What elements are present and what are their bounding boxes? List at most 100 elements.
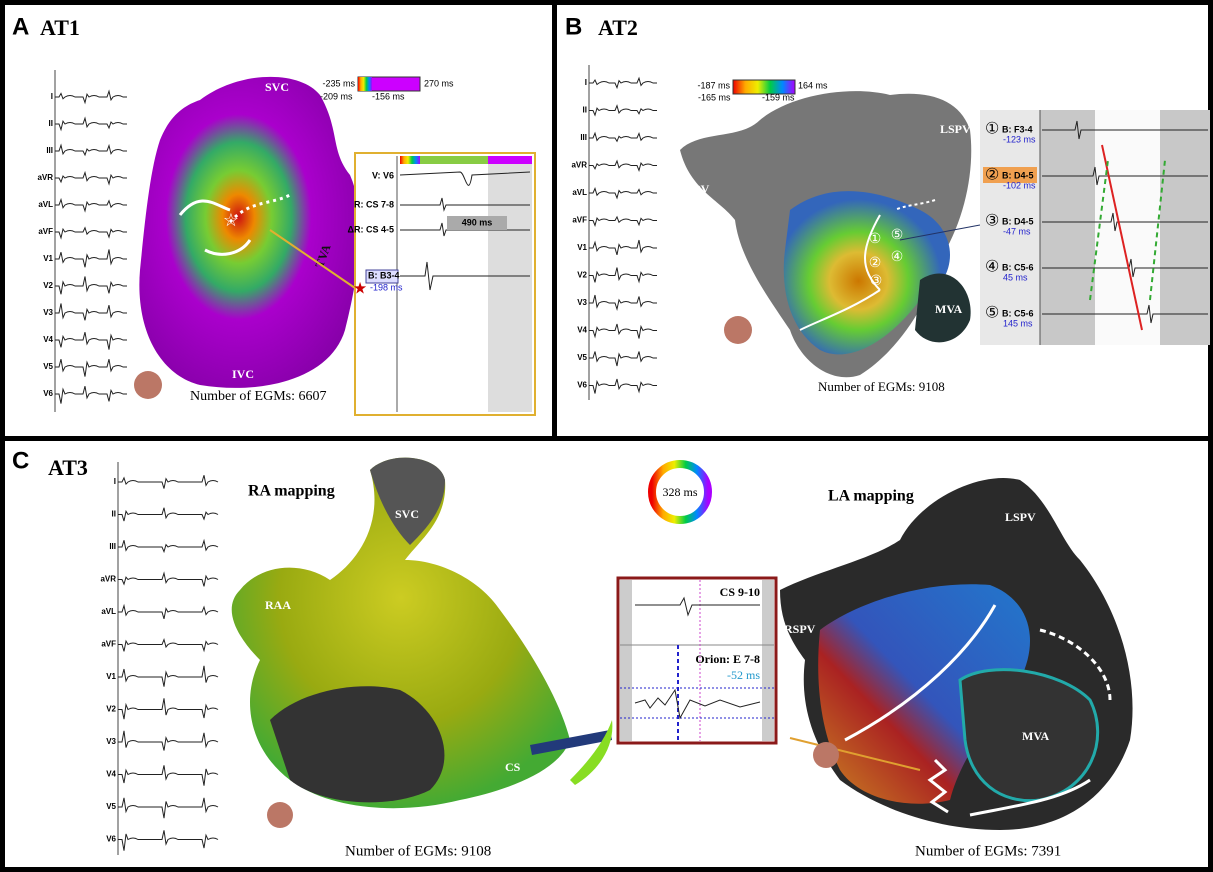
lead-label: V1 [43,254,53,263]
ecg-trace [55,197,127,213]
inset-label: R: CS 7-8 [354,199,394,209]
sequence-number: ② [869,256,882,271]
inset-trace [400,261,530,291]
egm-trace [1042,212,1208,232]
label-mva: MVA [935,302,962,316]
lead-label: aVR [100,575,116,584]
colorbar-low: -165 ms [698,92,731,102]
ecg-trace [55,170,127,186]
sequence-number: ① [985,121,999,138]
ecg-trace [118,603,219,620]
channel: B: D4-5 [1002,216,1034,226]
ecg-trace [118,538,219,554]
lead-label: II [112,510,116,519]
panel-letter: A [12,13,29,40]
lead-label: V4 [43,335,53,344]
arrow [969,778,1091,817]
label-rspv: RSPV [678,182,710,196]
channel-box [365,269,399,284]
ecg-trace [55,386,127,404]
egm-count: Number of EGMs: 9108 [345,843,491,859]
ecg-trace [55,89,127,105]
ecg-trace [118,730,219,751]
lead-label: V2 [577,271,587,280]
torso-icon [724,316,752,344]
panel-title: AT1 [40,15,80,40]
torso-icon [134,371,162,399]
ecg-trace [118,830,219,851]
propagation-arrow [1149,159,1166,301]
colorbar-high: -156 ms [372,91,405,101]
lead-label: V1 [577,243,587,252]
channel-time: 45 ms [1003,272,1028,282]
callout-line [899,224,981,241]
panel-letter: C [12,447,29,474]
channel-time: -47 ms [1003,226,1031,236]
arrow [927,758,949,814]
lead-label: I [114,477,116,486]
lead-label: V1 [106,672,116,681]
egm-trace [1042,166,1208,186]
inset-bar [400,156,532,164]
activation-map [139,76,360,388]
ecg-trace [118,797,219,819]
ecg-trace [589,378,657,394]
ecg-trace [118,698,219,720]
ecg-trace [55,143,127,157]
lead-label: aVL [101,607,116,616]
colorbar-max: 270 ms [424,78,454,88]
colorbar-ramp [358,77,372,91]
lead-label: V5 [43,362,53,371]
callout-line [789,737,921,771]
lead-label: V3 [577,298,587,307]
label-svc: SVC [395,507,419,521]
egm-count: Number of EGMs: 9108 [818,379,945,394]
ecg-trace [55,116,127,132]
lead-label: aVR [37,173,53,182]
lead-label: aVR [571,161,587,170]
arrow [844,604,997,742]
arrow [1039,628,1112,701]
ecg-trace [589,159,657,172]
ecg-trace [589,187,657,200]
sequence-number: ⑤ [985,305,999,322]
lead-label: II [49,119,53,128]
star: ★ [353,281,367,298]
label-lspv: LSPV [940,122,971,136]
la-title: LA mapping [828,488,914,505]
channel: B: C5-6 [1002,262,1034,272]
lead-label: V2 [106,705,116,714]
ecg-trace [55,359,127,377]
lead-label: V6 [43,389,53,398]
lead-label: aVF [38,227,53,236]
inset-trace [400,197,530,212]
lead-label: III [46,146,53,155]
label-rspv: RSPV [784,622,816,636]
ecg-trace [589,76,657,90]
ecg-trace [589,351,657,367]
label-lspv: LSPV [1005,510,1036,524]
ecg-trace [55,249,127,268]
ecg-trace [589,104,657,117]
ecg-trace [589,323,657,339]
interval-box [447,216,507,230]
ecg-trace [589,131,657,143]
label-ivc: IVC [232,367,254,381]
lead-label: III [109,542,116,551]
sequence-number: ④ [891,250,904,265]
inset-trace [634,688,761,720]
label-mva: MVA [1022,729,1049,743]
inset-shade [762,580,774,741]
lead-label: aVL [572,188,587,197]
ecg-trace [55,332,127,350]
inset-trace [399,171,531,186]
ecg-trace [55,226,127,240]
callout-line [269,229,356,289]
lead-label: V5 [577,353,587,362]
panel-title: AT2 [598,15,638,40]
colorbar-low: -209 ms [320,91,353,101]
inset-time: -52 ms [727,668,760,682]
propagation-arrow [1101,144,1143,331]
inset-shade [620,580,632,741]
